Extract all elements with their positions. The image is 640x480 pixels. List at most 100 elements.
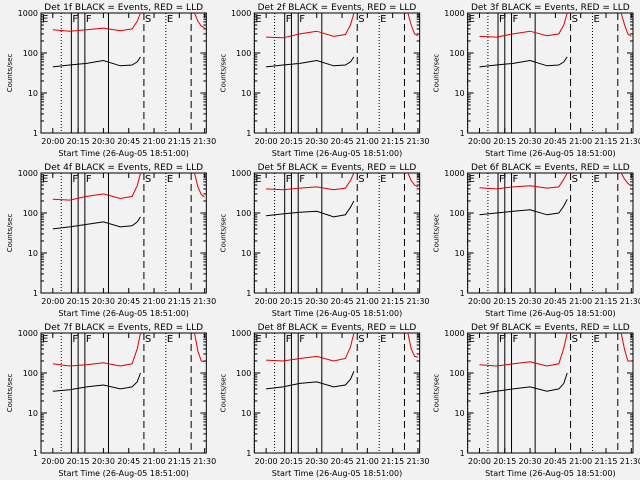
x-tick-label: 21:00 [143,297,166,306]
x-tick-label: 20:45 [544,297,567,306]
lld-series-line [407,12,419,37]
y-tick-label: 100 [23,209,38,218]
lld-series-line [266,172,355,191]
x-tick-label: 20:45 [331,297,354,306]
x-tick-label: 20:45 [544,137,567,146]
x-tick-label: 20:15 [67,137,90,146]
x-tick-label: 20:15 [493,297,516,306]
lld-series-line [266,332,355,362]
lld-series-line [52,12,141,32]
x-tick-label: 20:15 [280,137,303,146]
chart-title: Det 5f BLACK = Events, RED = LLD [258,163,417,173]
plot-frame [40,172,207,294]
lld-series-line [479,12,568,38]
y-tick-label: 10 [28,89,38,98]
lld-series-line [479,172,568,190]
y-tick-label: 1 [33,289,38,298]
y-tick-label: 1000 [444,329,464,338]
x-axis-label: Start Time (26-Aug-05 18:51:00) [58,469,189,478]
x-tick-label: 20:00 [255,137,278,146]
event-marker-label: E [42,174,48,185]
event-marker-label: E [469,14,475,25]
x-tick-label: 20:15 [67,457,90,466]
y-axis-label: Counts/sec [219,374,227,413]
y-tick-label: 1000 [444,169,464,178]
y-axis-label: Counts/sec [6,374,14,413]
plot-frame [467,172,634,294]
events-series-line [266,200,355,218]
x-tick-label: 21:00 [569,137,592,146]
x-axis-label: Start Time (26-Aug-05 18:51:00) [58,149,189,158]
chart-panel: Det 6f BLACK = Events, RED = LLD Counts/s… [433,163,640,318]
x-tick-label: 21:30 [193,457,216,466]
x-tick-label: 21:15 [381,137,404,146]
x-tick-label: 21:30 [406,457,429,466]
x-tick-label: 21:00 [143,137,166,146]
y-tick-label: 1000 [444,9,464,18]
y-tick-label: 10 [28,409,38,418]
event-marker-label: E [380,14,386,25]
event-marker-label: S [572,14,578,25]
y-tick-label: 100 [23,49,38,58]
y-tick-label: 1000 [231,9,251,18]
x-tick-label: 20:00 [255,457,278,466]
x-tick-label: 21:15 [168,137,191,146]
y-axis-label: Counts/sec [219,54,227,93]
event-marker-label: F [513,334,519,345]
x-tick-label: 21:00 [356,137,379,146]
event-marker-label: E [255,14,261,25]
event-marker-label: E [255,334,261,345]
event-marker-label: S [572,174,578,185]
plot-frame [467,12,634,134]
plot-frame [253,172,421,294]
y-tick-label: 1 [246,129,251,138]
y-tick-label: 100 [449,49,464,58]
chart-panel: Det 2f BLACK = Events, RED = LLD Counts/s… [219,3,429,158]
y-tick-label: 1000 [18,329,38,338]
lld-series-line [266,12,355,39]
lld-series-line [52,332,141,367]
y-tick-label: 100 [449,209,464,218]
event-marker-label: F [72,14,78,25]
plot-frame [40,332,207,454]
x-tick-label: 20:15 [280,297,303,306]
x-tick-label: 20:45 [117,457,140,466]
event-marker-label: S [358,334,364,345]
y-tick-label: 1 [33,449,38,458]
x-axis-label: Start Time (26-Aug-05 18:51:00) [58,309,189,318]
event-marker-label: F [286,334,292,345]
x-tick-label: 20:00 [41,297,64,306]
y-tick-label: 1 [460,129,465,138]
event-marker-label: E [469,174,475,185]
x-tick-label: 21:30 [406,137,429,146]
chart-panel: Det 3f BLACK = Events, RED = LLD Counts/s… [433,3,640,158]
y-tick-label: 10 [454,249,464,258]
y-tick-label: 10 [241,249,251,258]
y-tick-label: 1 [33,129,38,138]
y-tick-label: 1 [246,449,251,458]
y-tick-label: 10 [28,249,38,258]
x-tick-label: 20:30 [519,297,542,306]
event-marker-label: E [594,174,600,185]
event-marker-label: F [299,334,305,345]
lld-series-line [194,12,205,29]
event-marker-label: F [499,174,505,185]
x-tick-label: 21:15 [381,457,404,466]
chart-title: Det 1f BLACK = Events, RED = LLD [44,3,203,13]
event-marker-label: S [145,334,151,345]
x-axis-label: Start Time (26-Aug-05 18:51:00) [272,149,403,158]
y-tick-label: 1 [460,289,465,298]
event-marker-label: E [594,334,600,345]
x-tick-label: 21:30 [620,297,640,306]
x-tick-label: 21:30 [193,297,216,306]
chart-title: Det 2f BLACK = Events, RED = LLD [258,3,417,13]
x-tick-label: 20:15 [280,457,303,466]
event-marker-label: S [145,174,151,185]
x-tick-label: 20:30 [305,137,328,146]
x-tick-label: 21:15 [594,297,617,306]
x-tick-label: 21:00 [143,457,166,466]
x-tick-label: 21:00 [569,457,592,466]
x-tick-label: 20:15 [493,137,516,146]
y-axis-label: Counts/sec [6,54,14,93]
lld-series-line [620,172,632,187]
